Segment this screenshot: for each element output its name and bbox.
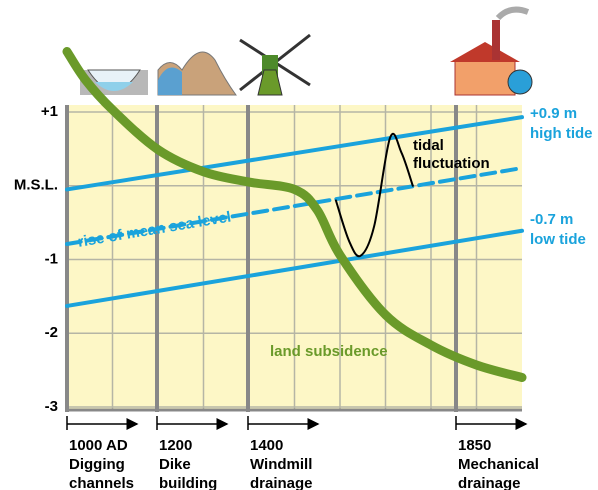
annotation: -0.7 m	[530, 211, 573, 228]
era-year: 1400	[250, 437, 283, 454]
y-tick-label: -2	[45, 324, 58, 341]
y-tick-label: -3	[45, 398, 58, 415]
series-line	[62, 47, 527, 382]
era-label: Dike	[159, 456, 191, 473]
y-tick-label: M.S.L.	[14, 177, 58, 194]
era-label: building	[159, 475, 217, 490]
era-year: 1200	[159, 437, 192, 454]
series-line	[65, 115, 524, 192]
era-label: drainage	[250, 475, 313, 490]
icons	[80, 6, 533, 96]
era-year: 1000 AD	[69, 437, 128, 454]
annotation: high tide	[530, 125, 593, 142]
y-tick-label: -1	[45, 250, 58, 267]
y-tick-label: +1	[41, 103, 58, 120]
era-label: Mechanical	[458, 456, 539, 473]
era-year: 1850	[458, 437, 491, 454]
series-label: land subsidence	[270, 343, 388, 360]
era-label: Windmill	[250, 456, 312, 473]
era-label: channels	[69, 475, 134, 490]
era-label: drainage	[458, 475, 521, 490]
annotation: low tide	[530, 231, 586, 248]
series-line	[65, 228, 524, 308]
series-line	[334, 132, 414, 258]
annotation: +0.9 m	[530, 105, 577, 122]
series-line	[65, 166, 524, 247]
annotation: tidal	[413, 137, 444, 154]
era-label: Digging	[69, 456, 125, 473]
annotation: fluctuation	[413, 155, 490, 172]
